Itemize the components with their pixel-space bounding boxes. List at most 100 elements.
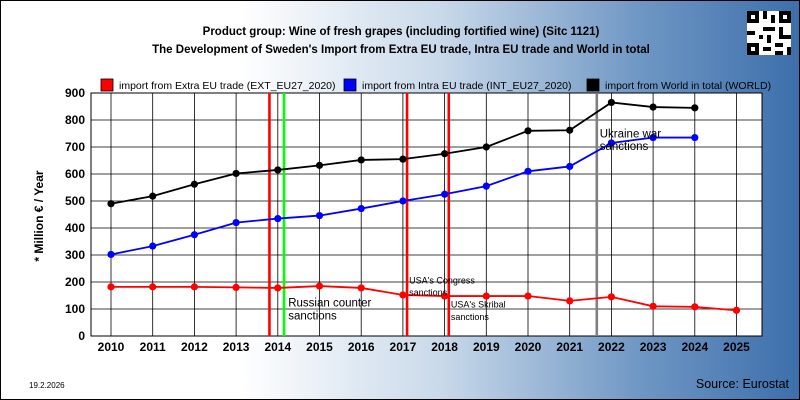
data-point — [232, 169, 240, 178]
x-tick-label: 2023 — [640, 340, 667, 354]
data-point — [107, 283, 115, 291]
data-point — [149, 192, 157, 200]
x-tick-label: 2015 — [306, 340, 333, 354]
data-point — [232, 219, 240, 227]
data-point — [357, 204, 365, 213]
data-point — [566, 162, 574, 171]
data-point — [232, 283, 240, 291]
source-label: Source: Eurostat — [695, 377, 789, 391]
x-tick-label: 2010 — [98, 340, 125, 354]
data-point — [441, 292, 449, 300]
x-tick-label: 2016 — [348, 340, 375, 354]
annotation-label: Russian counter — [288, 297, 371, 309]
annotation-label: Ukraine war — [600, 129, 662, 141]
legend-label: import from World in total (WORLD) — [605, 80, 771, 92]
data-point — [566, 126, 574, 134]
x-tick-label: 2017 — [390, 340, 417, 354]
data-point — [315, 282, 324, 290]
plot-area — [90, 92, 763, 337]
data-point — [441, 150, 449, 158]
data-point — [107, 200, 115, 208]
data-point — [649, 302, 657, 310]
y-tick-label: 200 — [65, 275, 85, 289]
x-tick-label: 2020 — [515, 340, 542, 354]
data-point — [274, 284, 282, 292]
legend: import from Extra EU trade (EXT_EU27_202… — [100, 78, 771, 92]
y-tick-label: 300 — [65, 248, 85, 262]
data-point — [274, 166, 282, 174]
data-point — [315, 161, 324, 169]
qr-code-icon — [747, 11, 791, 55]
series — [107, 98, 741, 314]
grid — [91, 93, 762, 336]
x-tick-label: 2014 — [264, 340, 291, 354]
y-tick-label: 900 — [65, 86, 85, 100]
data-point — [357, 156, 365, 164]
data-point — [149, 242, 157, 250]
annotation-label: USA's Skribal — [451, 300, 506, 310]
data-point — [524, 127, 532, 135]
chart-subtitle: The Development of Sweden's Import from … — [152, 44, 650, 56]
data-point — [566, 297, 574, 305]
x-tick-label: 2012 — [181, 340, 208, 354]
y-tick-label: 800 — [65, 113, 85, 127]
x-tick-label: 2019 — [473, 340, 500, 354]
series-line — [111, 285, 737, 312]
data-point — [315, 211, 324, 220]
y-tick-label: 600 — [65, 167, 85, 181]
title-block: Product group: Wine of fresh grapes (inc… — [1, 23, 799, 59]
data-point — [399, 155, 407, 163]
data-point — [190, 180, 198, 188]
y-axis-label: * Million € / Year — [32, 170, 46, 261]
x-tick-label: 2011 — [140, 340, 166, 354]
date-stamp: 19.2.2026 — [29, 381, 65, 390]
annotation-label: sanctions — [451, 312, 490, 322]
x-tick-label: 2013 — [223, 340, 250, 354]
data-point — [399, 197, 407, 205]
annotation-label: USA's Congress — [409, 275, 475, 285]
data-point — [482, 292, 490, 300]
data-point — [607, 98, 616, 107]
data-point — [524, 292, 532, 300]
axes: 0 100 200 300 400 500 600 700 800 900 2010 2011 2012… — [65, 86, 750, 354]
y-tick-label: 100 — [65, 302, 85, 316]
data-point — [691, 133, 699, 142]
legend-label: import from Extra EU trade (EXT_EU27_202… — [119, 80, 336, 92]
x-tick-label: 2022 — [598, 340, 625, 354]
data-point — [482, 143, 490, 151]
chart-title: Product group: Wine of fresh grapes (inc… — [202, 26, 600, 38]
annotation-label: sanctions — [600, 141, 649, 153]
data-point — [190, 231, 198, 239]
y-tick-label: 400 — [65, 221, 85, 235]
data-point — [399, 291, 407, 299]
data-point — [190, 283, 198, 291]
x-tick-label: 2018 — [431, 340, 458, 354]
legend-swatch — [343, 78, 357, 92]
data-point — [149, 283, 157, 291]
y-tick-label: 500 — [65, 194, 85, 208]
legend-label: import from Intra EU trade (INT_EU27_202… — [362, 80, 572, 92]
data-point — [524, 167, 532, 175]
x-tick-label: 2024 — [681, 340, 708, 354]
data-point — [607, 293, 616, 301]
data-point — [274, 214, 282, 223]
data-point — [691, 303, 699, 311]
x-tick-label: 2021 — [556, 340, 583, 354]
data-point — [691, 104, 699, 112]
data-point — [107, 250, 115, 259]
y-tick-label: 700 — [65, 140, 85, 154]
data-point — [649, 103, 657, 111]
x-tick-label: 2025 — [723, 340, 750, 354]
data-point — [482, 182, 490, 190]
legend-swatch — [586, 78, 600, 92]
annotation-label: sanctions — [409, 288, 448, 298]
annotation-label: sanctions — [288, 310, 337, 322]
y-tick-label: 0 — [78, 329, 85, 343]
data-point — [732, 306, 741, 314]
data-point — [441, 190, 449, 198]
legend-swatch — [100, 78, 114, 92]
data-point — [607, 139, 616, 147]
